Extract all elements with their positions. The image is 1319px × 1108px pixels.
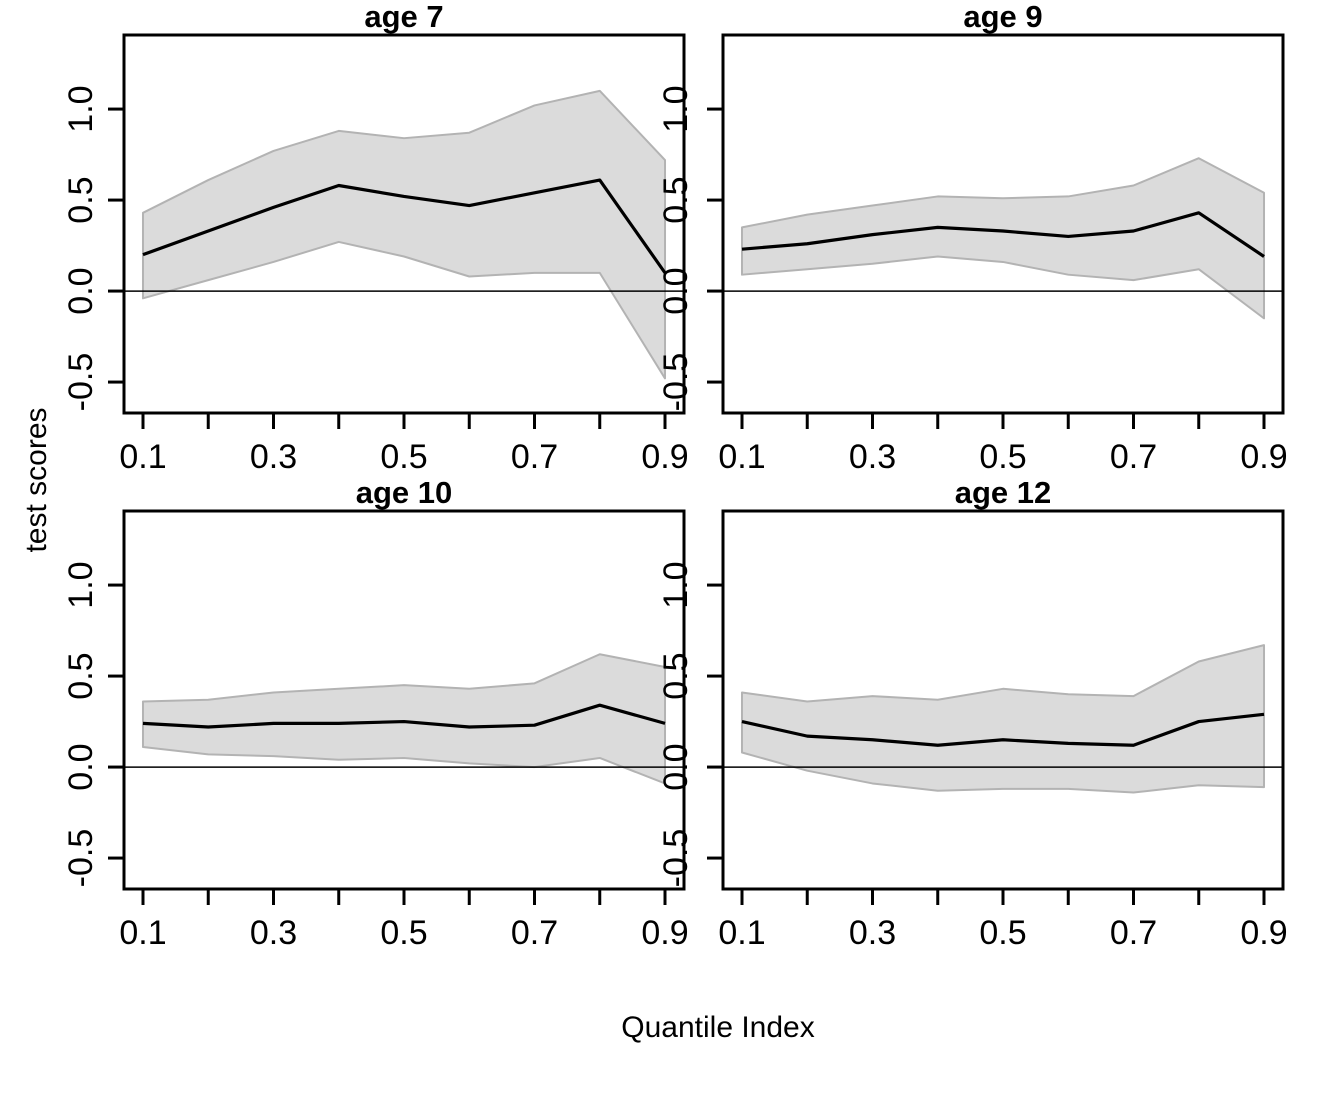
y-tick-label: 0.5 [657, 176, 695, 223]
estimate-line [741, 712, 1265, 747]
x-tick-label: 0.1 [119, 914, 166, 952]
panel-age-9: 0.1 0.3 0.5 0.7 0.9 -0.5 0.0 0.5 1.0 age 9 [657, 0, 1288, 476]
estimate-line [142, 703, 666, 729]
x-tick-label: 0.3 [250, 914, 297, 952]
y-tick-label: 0.5 [657, 652, 695, 699]
x-tick-label: 0.1 [119, 438, 166, 476]
panel-title: age 12 [955, 475, 1052, 510]
panel-age-7: 0.1 0.3 0.5 0.7 0.9 -0.5 0.0 0.5 1.0 age 7 [62, 0, 689, 476]
x-tick-label: 0.7 [511, 914, 558, 952]
x-tick-label: 0.3 [250, 438, 297, 476]
x-tick-label: 0.5 [380, 438, 427, 476]
panel-title: age 10 [356, 475, 453, 510]
x-tick-label: 0.9 [1240, 438, 1287, 476]
y-axis-label: test scores [20, 407, 53, 552]
x-tick-label: 0.5 [979, 914, 1026, 952]
confidence-band [740, 157, 1266, 320]
x-axis-label: Quantile Index [621, 1011, 814, 1044]
y-tick-label: -0.5 [657, 353, 695, 412]
x-tick-label: 0.5 [380, 914, 427, 952]
y-tick-label: 1.0 [62, 561, 100, 608]
y-tick-label: 0.0 [657, 267, 695, 314]
panel-age-12: 0.1 0.3 0.5 0.7 0.9 -0.5 0.0 0.5 1.0 age 12 [657, 475, 1288, 952]
y-tick-label: 1.0 [657, 561, 695, 608]
y-tick-label: -0.5 [657, 829, 695, 888]
estimate-line [741, 211, 1265, 258]
confidence-band [740, 644, 1266, 794]
y-tick-label: 1.0 [62, 85, 100, 132]
panel-title: age 9 [963, 0, 1042, 34]
y-tick-label: -0.5 [62, 829, 100, 888]
x-tick-label: 0.9 [1240, 914, 1287, 952]
x-tick-label: 0.3 [849, 914, 896, 952]
x-tick-label: 0.7 [511, 438, 558, 476]
panel-title: age 7 [364, 0, 443, 34]
x-tick-label: 0.1 [718, 438, 765, 476]
y-tick-label: 0.0 [62, 743, 100, 790]
y-tick-label: -0.5 [62, 353, 100, 412]
estimate-line [142, 178, 667, 274]
x-tick-label: 0.7 [1110, 914, 1157, 952]
y-tick-label: 0.0 [657, 743, 695, 790]
y-tick-label: 0.5 [62, 652, 100, 699]
x-tick-label: 0.1 [718, 914, 765, 952]
x-tick-label: 0.7 [1110, 438, 1157, 476]
panel-age-10: 0.1 0.3 0.5 0.7 0.9 -0.5 0.0 0.5 1.0 age 10 [62, 475, 689, 952]
x-tick-label: 0.3 [849, 438, 896, 476]
x-tick-label: 0.5 [979, 438, 1026, 476]
x-tick-label: 0.9 [641, 438, 688, 476]
confidence-band [141, 89, 667, 380]
y-tick-label: 0.5 [62, 176, 100, 223]
y-tick-label: 0.0 [62, 267, 100, 314]
x-tick-label: 0.9 [641, 914, 688, 952]
y-tick-label: 1.0 [657, 85, 695, 132]
confidence-band [141, 653, 667, 785]
